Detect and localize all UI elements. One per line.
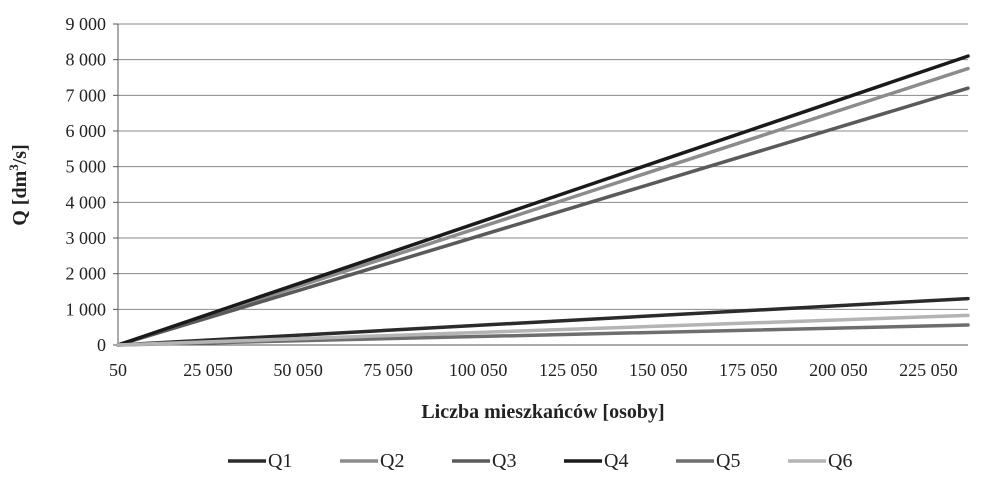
y-tick-label: 2 000 — [66, 264, 107, 284]
legend-label-q2: Q2 — [380, 450, 404, 472]
y-tick-label: 1 000 — [66, 299, 107, 319]
y-tick-label: 5 000 — [66, 157, 107, 177]
x-tick-label: 125 050 — [539, 360, 598, 380]
y-axis-title-superscript: 3 — [6, 164, 21, 171]
x-tick-label: 25 050 — [183, 360, 233, 380]
y-tick-label: 4 000 — [66, 192, 107, 212]
x-tick-label: 100 050 — [449, 360, 508, 380]
series-line-q2 — [116, 66, 970, 347]
x-tick-label: 225 050 — [899, 360, 958, 380]
x-tick-label: 50 050 — [273, 360, 323, 380]
y-tick-labels: 0 1 000 2 000 3 000 4 000 5 000 6 000 7 000 8 00… — [66, 14, 107, 355]
x-tick-label: 200 050 — [809, 360, 868, 380]
x-tick-label: 150 050 — [629, 360, 688, 380]
series-lines — [116, 54, 970, 347]
y-tick-label: 9 000 — [66, 14, 107, 34]
gridlines — [118, 23, 968, 310]
y-axis-title-tail: /s] — [9, 144, 31, 165]
series-line-q4 — [116, 54, 970, 347]
x-tick-label: 175 050 — [719, 360, 778, 380]
y-tick-label: 3 000 — [66, 228, 107, 248]
legend-label-q3: Q3 — [492, 450, 516, 472]
axes — [113, 23, 968, 346]
series-line-q1 — [116, 296, 970, 347]
x-axis-title: Liczba mieszkańców [osoby] — [421, 401, 664, 423]
legend-label-q4: Q4 — [604, 450, 628, 472]
legend-label-q1: Q1 — [268, 450, 292, 472]
x-tick-label: 50 — [109, 360, 127, 380]
y-tick-label: 7 000 — [66, 85, 107, 105]
y-tick-label: 0 — [97, 335, 106, 355]
legend-label-q5: Q5 — [716, 450, 740, 472]
y-tick-label: 6 000 — [66, 121, 107, 141]
legend-label-q6: Q6 — [828, 450, 852, 472]
y-axis-title-main: Q [dm — [9, 170, 31, 225]
series-line-q6 — [116, 313, 970, 347]
y-axis-title: Q [dm3/s] — [6, 144, 31, 226]
y-tick-label: 8 000 — [66, 50, 107, 70]
series-line-q3 — [116, 86, 970, 347]
x-tick-label: 75 050 — [363, 360, 413, 380]
legend: Q1 Q2 Q3 Q4 Q5 Q6 — [228, 450, 852, 472]
x-tick-labels: 50 25 050 50 050 75 050 100 050 125 050 150 05… — [109, 360, 958, 380]
